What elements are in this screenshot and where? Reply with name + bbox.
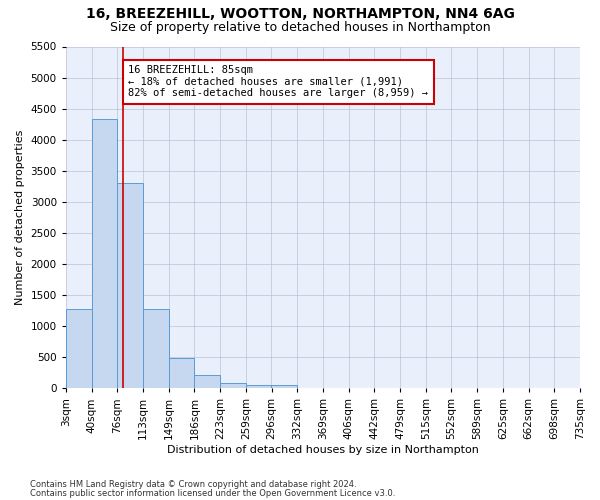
Text: Size of property relative to detached houses in Northampton: Size of property relative to detached ho…: [110, 21, 490, 34]
Bar: [143, 308, 169, 388]
Bar: [117, 183, 143, 388]
Text: 16 BREEZEHILL: 85sqm
← 18% of detached houses are smaller (1,991)
82% of semi-de: 16 BREEZEHILL: 85sqm ← 18% of detached h…: [128, 65, 428, 98]
Bar: [271, 385, 297, 388]
Text: Contains HM Land Registry data © Crown copyright and database right 2024.: Contains HM Land Registry data © Crown c…: [30, 480, 356, 489]
Text: 16, BREEZEHILL, WOOTTON, NORTHAMPTON, NN4 6AG: 16, BREEZEHILL, WOOTTON, NORTHAMPTON, NN…: [86, 8, 514, 22]
X-axis label: Distribution of detached houses by size in Northampton: Distribution of detached houses by size …: [167, 445, 479, 455]
Bar: [194, 375, 220, 388]
Bar: [92, 119, 117, 388]
Bar: [246, 385, 271, 388]
Bar: [220, 384, 246, 388]
Bar: [66, 310, 92, 388]
Y-axis label: Number of detached properties: Number of detached properties: [15, 130, 25, 305]
Bar: [169, 358, 194, 388]
Text: Contains public sector information licensed under the Open Government Licence v3: Contains public sector information licen…: [30, 488, 395, 498]
